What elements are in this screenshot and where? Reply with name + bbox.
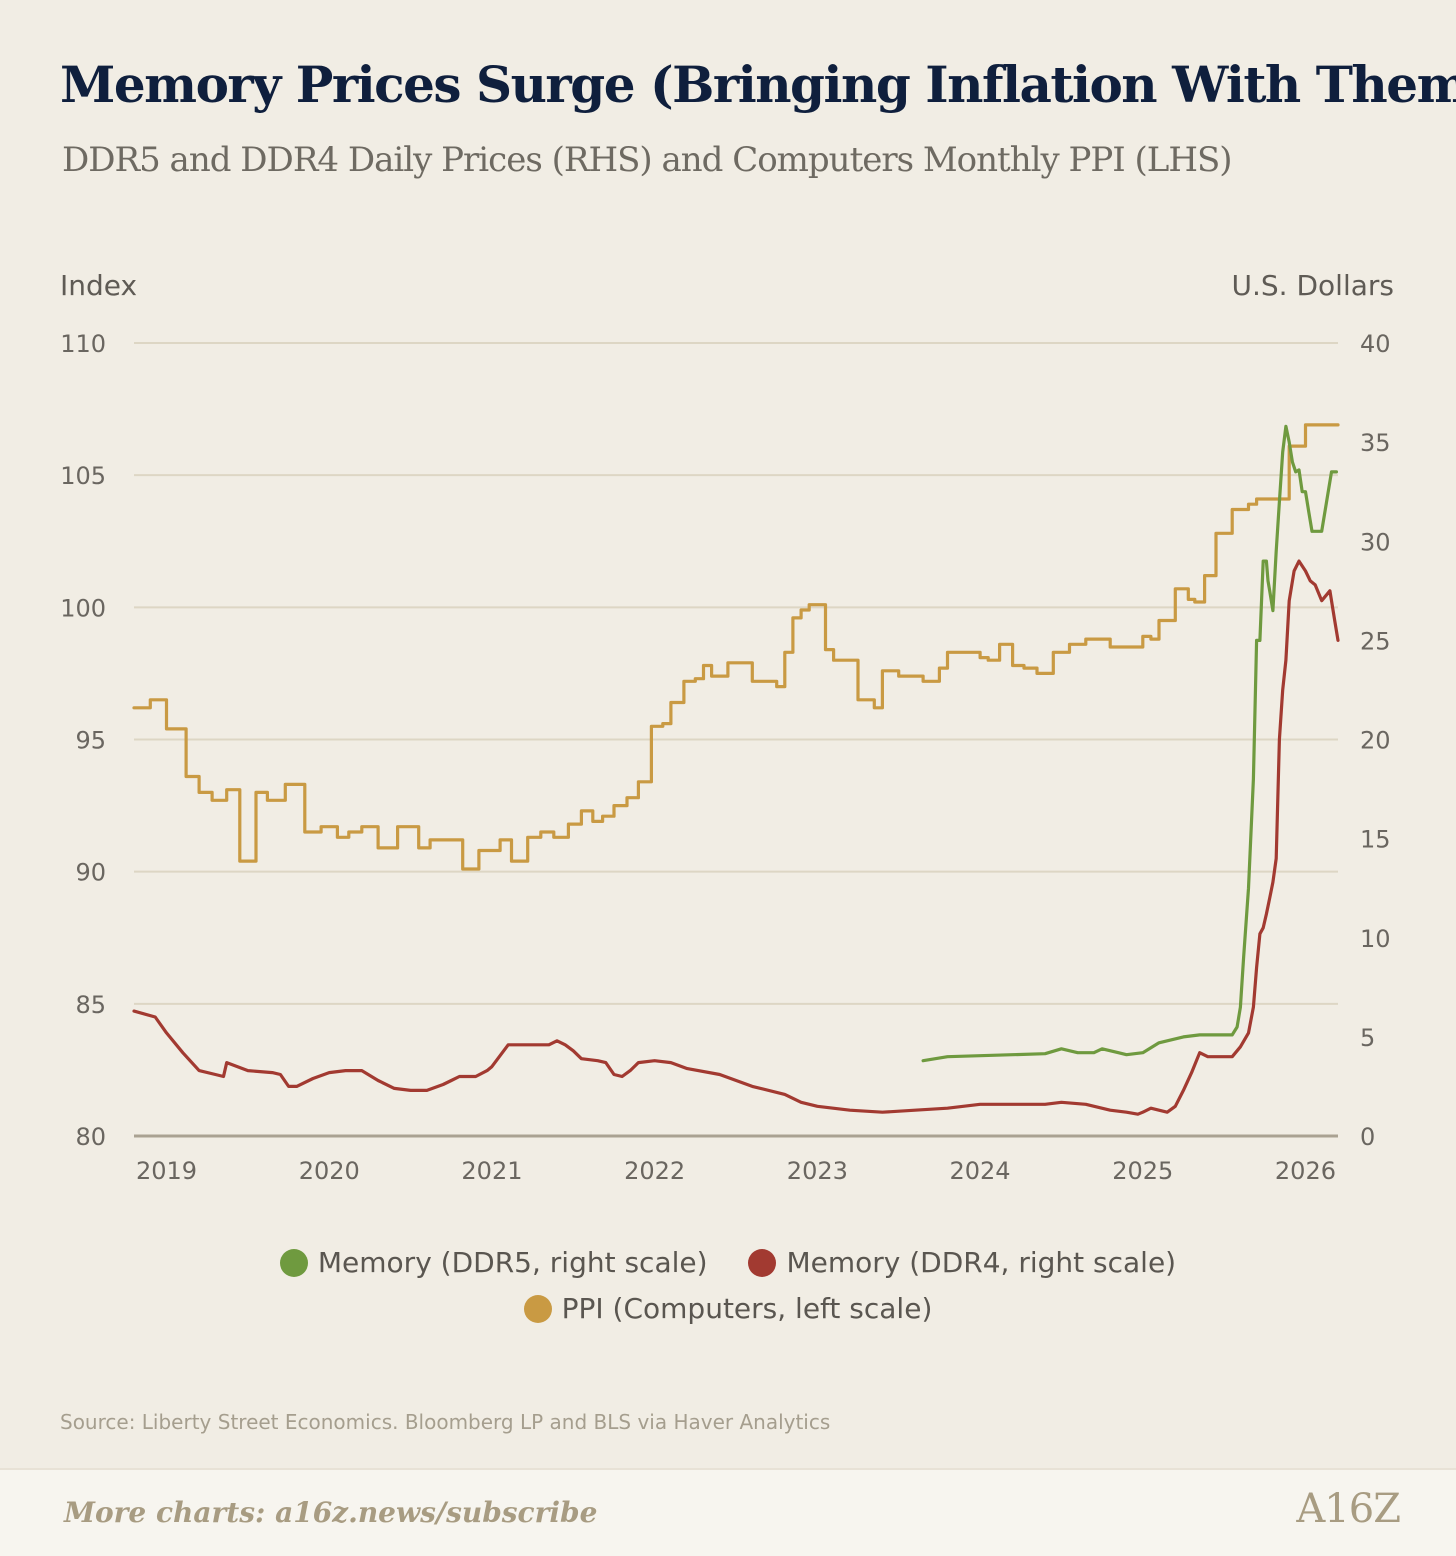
footer-bar: More charts: a16z.news/subscribe A16Z	[0, 1468, 1456, 1556]
left-tick-label: 100	[60, 594, 106, 622]
right-tick-label: 15	[1360, 826, 1391, 854]
series-lines	[132, 423, 1340, 1116]
x-tick-label: 2019	[136, 1157, 197, 1185]
x-tick-label: 2022	[624, 1157, 685, 1185]
left-axis-title: Index	[60, 269, 137, 302]
right-tick-label: 25	[1360, 627, 1391, 655]
right-tick-label: 10	[1360, 925, 1391, 953]
left-tick-label: 110	[60, 330, 106, 358]
legend-label-ppi: PPI (Computers, left scale)	[561, 1292, 933, 1325]
source-note: Source: Liberty Street Economics. Bloomb…	[60, 1410, 831, 1434]
x-tick-label: 2024	[950, 1157, 1011, 1185]
series-line-ddr4	[132, 559, 1340, 1116]
chart-subtitle: DDR5 and DDR4 Daily Prices (RHS) and Com…	[62, 140, 1233, 180]
right-tick-label: 5	[1360, 1024, 1375, 1052]
legend-row-1: Memory (DDR5, right scale) Memory (DDR4,…	[0, 1240, 1456, 1286]
legend-label-ddr5: Memory (DDR5, right scale)	[317, 1246, 708, 1279]
right-tick-label: 30	[1360, 528, 1391, 556]
chart-title: Memory Prices Surge (Bringing Inflation …	[60, 55, 1456, 114]
right-tick-label: 35	[1360, 429, 1391, 457]
left-tick-label: 105	[60, 462, 106, 490]
right-tick-label: 40	[1360, 330, 1391, 358]
legend-dot-ppi	[523, 1295, 552, 1323]
x-tick-label: 2020	[299, 1157, 360, 1185]
legend-item-ppi: PPI (Computers, left scale)	[523, 1286, 933, 1332]
legend-dot-ddr5	[279, 1249, 308, 1277]
legend-item-ddr4: Memory (DDR4, right scale)	[748, 1240, 1176, 1286]
brand-logo: A16Z	[1296, 1486, 1401, 1532]
x-tick-label: 2025	[1112, 1157, 1173, 1185]
right-tick-label: 20	[1360, 727, 1391, 755]
legend-label-ddr4: Memory (DDR4, right scale)	[786, 1246, 1177, 1279]
subscribe-link[interactable]: More charts: a16z.news/subscribe	[64, 1496, 598, 1529]
legend-dot-ddr4	[748, 1249, 777, 1277]
left-tick-label: 90	[75, 859, 106, 887]
x-tick-label: 2021	[461, 1157, 522, 1185]
legend-row-2: PPI (Computers, left scale)	[0, 1286, 1456, 1332]
legend-item-ddr5: Memory (DDR5, right scale)	[279, 1240, 708, 1286]
left-tick-label: 80	[75, 1123, 106, 1151]
right-axis-title: U.S. Dollars	[1232, 269, 1394, 302]
left-tick-label: 85	[75, 991, 106, 1019]
series-line-ppi	[132, 423, 1340, 871]
left-tick-label: 95	[75, 727, 106, 755]
series-line-ddr5	[921, 424, 1338, 1063]
legend: Memory (DDR5, right scale) Memory (DDR4,…	[0, 1240, 1456, 1332]
x-tick-label: 2026	[1275, 1157, 1336, 1185]
right-tick-label: 0	[1360, 1123, 1375, 1151]
x-tick-label: 2023	[787, 1157, 848, 1185]
gridlines	[134, 342, 1338, 1138]
